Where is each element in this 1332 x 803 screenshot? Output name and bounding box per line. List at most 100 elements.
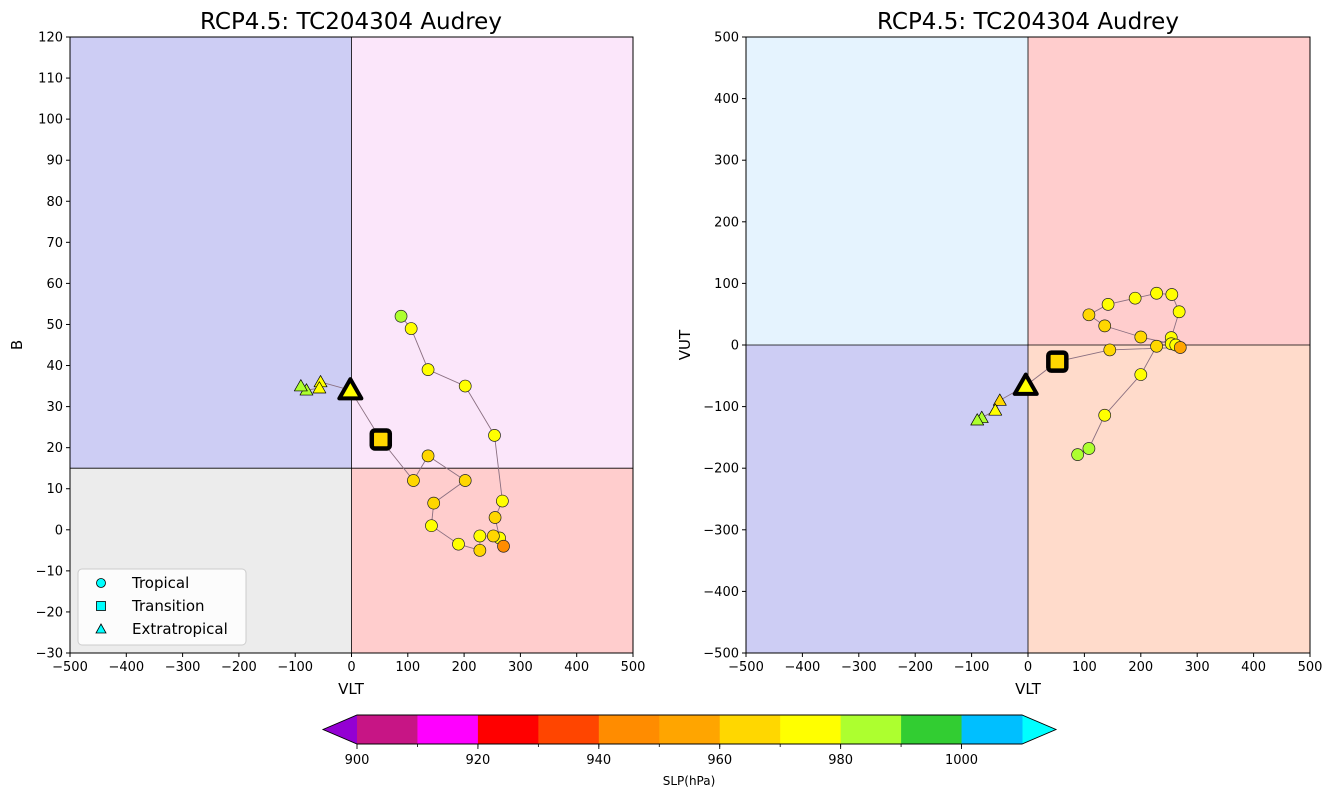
colorbar-tick-label: 960 (707, 753, 732, 768)
tropical-point (1150, 286, 1163, 300)
tropical-point (425, 519, 438, 533)
x-tick-label: −500 (728, 660, 764, 675)
colorbar-tick-label: 1000 (945, 753, 978, 768)
tropical-point (407, 474, 420, 487)
y-tick-label: 500 (714, 31, 739, 46)
extratropical-point (312, 381, 327, 394)
tropical-point (1098, 408, 1112, 422)
y-tick-label: 30 (46, 400, 63, 415)
x-tick-label: 200 (452, 660, 477, 675)
y-tick-label: −300 (703, 523, 739, 538)
x-tick-label: 200 (1128, 660, 1153, 675)
tropical-point (1173, 341, 1187, 354)
x-tick-label: 400 (1241, 660, 1266, 675)
tropical-point (487, 529, 500, 543)
tropical-point (1134, 368, 1148, 381)
colorbar-segment (659, 715, 721, 744)
tropical-point (1098, 319, 1112, 333)
phase-space-b-vs-vlt: RCP4.5: TC204304 Audrey VLT B −500 −400 −3… (8, 9, 645, 698)
tropical-point (1082, 308, 1096, 322)
y-tick-label: 100 (714, 277, 739, 292)
y-tick-label: 60 (46, 277, 63, 292)
x-tick-label: −200 (897, 660, 933, 675)
x-tick-label: 400 (564, 660, 589, 675)
x-tick-label: 100 (395, 660, 420, 675)
tropical-point (496, 494, 509, 508)
y-tick-label: 20 (46, 441, 63, 456)
extratropical-point (988, 403, 1003, 416)
y-tick-label: 0 (731, 339, 739, 354)
left-y-axis-label: B (8, 340, 26, 350)
left-track-points (293, 309, 510, 557)
tropical-point (421, 363, 435, 376)
colorbar-segment (477, 715, 539, 744)
left-quadrant-backgrounds (70, 37, 633, 653)
quadrant-lower-right (1028, 345, 1310, 653)
colorbar-label: SLP(hPa) (663, 774, 716, 788)
y-tick-label: −10 (36, 564, 63, 579)
x-tick-label: −200 (221, 660, 257, 675)
colorbar-over-extension (1022, 715, 1056, 744)
extratropical-point (293, 379, 308, 392)
tropical-point (458, 474, 472, 487)
colorbar-segment (417, 715, 479, 744)
quadrant-lower-right (351, 468, 633, 653)
colorbar-segment (780, 715, 842, 744)
transition-point-highlight (369, 428, 393, 451)
x-tick-label: −300 (841, 660, 877, 675)
extratropical-point (992, 393, 1007, 406)
tropical-point (473, 529, 487, 543)
tropical-point (1128, 291, 1142, 305)
x-tick-label: −500 (52, 660, 88, 675)
quadrant-upper-left (746, 37, 1028, 345)
left-chart-title: RCP4.5: TC204304 Audrey (200, 9, 502, 35)
right-chart-title: RCP4.5: TC204304 Audrey (877, 9, 1179, 35)
y-tick-label: 120 (38, 31, 63, 46)
y-tick-label: 80 (46, 195, 63, 210)
y-tick-label: 90 (46, 154, 63, 169)
y-tick-label: 0 (55, 523, 63, 538)
slp-colorbar: SLP(hPa) 900 920 940 960 980 1000 (321, 714, 1058, 788)
y-tick-label: 200 (714, 215, 739, 230)
x-tick-label: 100 (1072, 660, 1097, 675)
colorbar-tick-label: 940 (586, 753, 611, 768)
tropical-point (421, 449, 435, 463)
left-x-axis-label: VLT (338, 680, 365, 698)
x-tick-label: −300 (165, 660, 201, 675)
colorbar-tick-label: 900 (345, 753, 370, 768)
x-tick-label: 300 (1185, 660, 1210, 675)
tropical-point (488, 428, 501, 442)
y-tick-label: 110 (38, 72, 63, 87)
y-tick-label: 70 (46, 236, 63, 251)
y-tick-label: 400 (714, 92, 739, 107)
x-tick-label: −100 (277, 660, 313, 675)
colorbar-tick-label: 920 (465, 753, 490, 768)
colorbar-outline (321, 714, 1058, 745)
tropical-point (1082, 442, 1096, 455)
extratropical-point-highlight (337, 377, 364, 401)
colorbar-segment (719, 715, 781, 744)
colorbar-tick-label: 980 (828, 753, 853, 768)
tropical-point (404, 322, 418, 335)
tropical-point (394, 309, 408, 323)
phase-space-vut-vs-vlt: RCP4.5: TC204304 Audrey VLT VUT −500 −400… (676, 9, 1322, 698)
x-tick-label: 0 (347, 660, 355, 675)
right-quadrant-backgrounds (746, 37, 1310, 653)
y-tick-label: 10 (46, 482, 63, 497)
tropical-point (427, 496, 441, 510)
left-axes: −500 −400 −300 −200 −100 0 100 200 300 400 500−30−… (36, 31, 646, 676)
tropical-point (1101, 297, 1115, 311)
legend: Tropical Transition Extratropical (77, 568, 247, 646)
y-tick-label: −30 (36, 647, 63, 662)
colorbar-segment (598, 715, 660, 744)
y-tick-label: 300 (714, 154, 739, 169)
colorbar-segment (901, 715, 963, 744)
y-tick-label: 40 (46, 359, 63, 374)
right-x-axis-label: VLT (1015, 680, 1042, 698)
y-tick-label: 100 (38, 113, 63, 128)
tropical-point (473, 543, 487, 557)
extratropical-point-highlight (1012, 372, 1039, 396)
y-tick-label: −20 (36, 605, 63, 620)
tropical-point (1150, 339, 1163, 353)
legend-label: Extratropical (132, 620, 228, 638)
